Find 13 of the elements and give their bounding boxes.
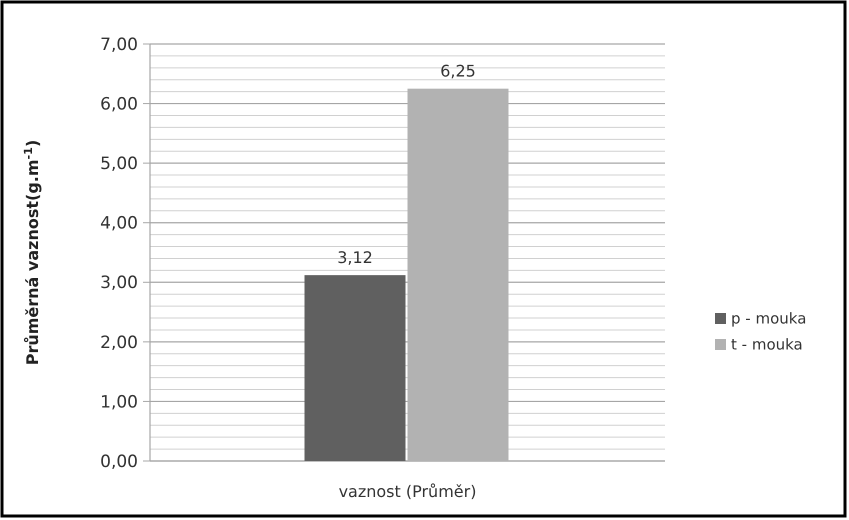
legend-label: p - mouka (731, 309, 806, 328)
y-tick-label: 5,00 (100, 154, 138, 174)
data-label: 6,25 (440, 62, 476, 81)
data-label: 3,12 (337, 248, 373, 268)
y-tick-label: 2,00 (100, 332, 138, 353)
y-tick-label: 4,00 (100, 214, 138, 234)
y-tick-label: 1,00 (100, 392, 138, 412)
legend-label: t - mouka (731, 335, 803, 354)
y-tick-label: 3,00 (100, 273, 138, 294)
y-tick-label: 6,00 (100, 94, 138, 115)
y-tick-label: 0,00 (100, 452, 138, 472)
y-tick-label: 7,00 (100, 34, 138, 55)
x-tick-label: vaznost (Průměr) (338, 482, 476, 501)
